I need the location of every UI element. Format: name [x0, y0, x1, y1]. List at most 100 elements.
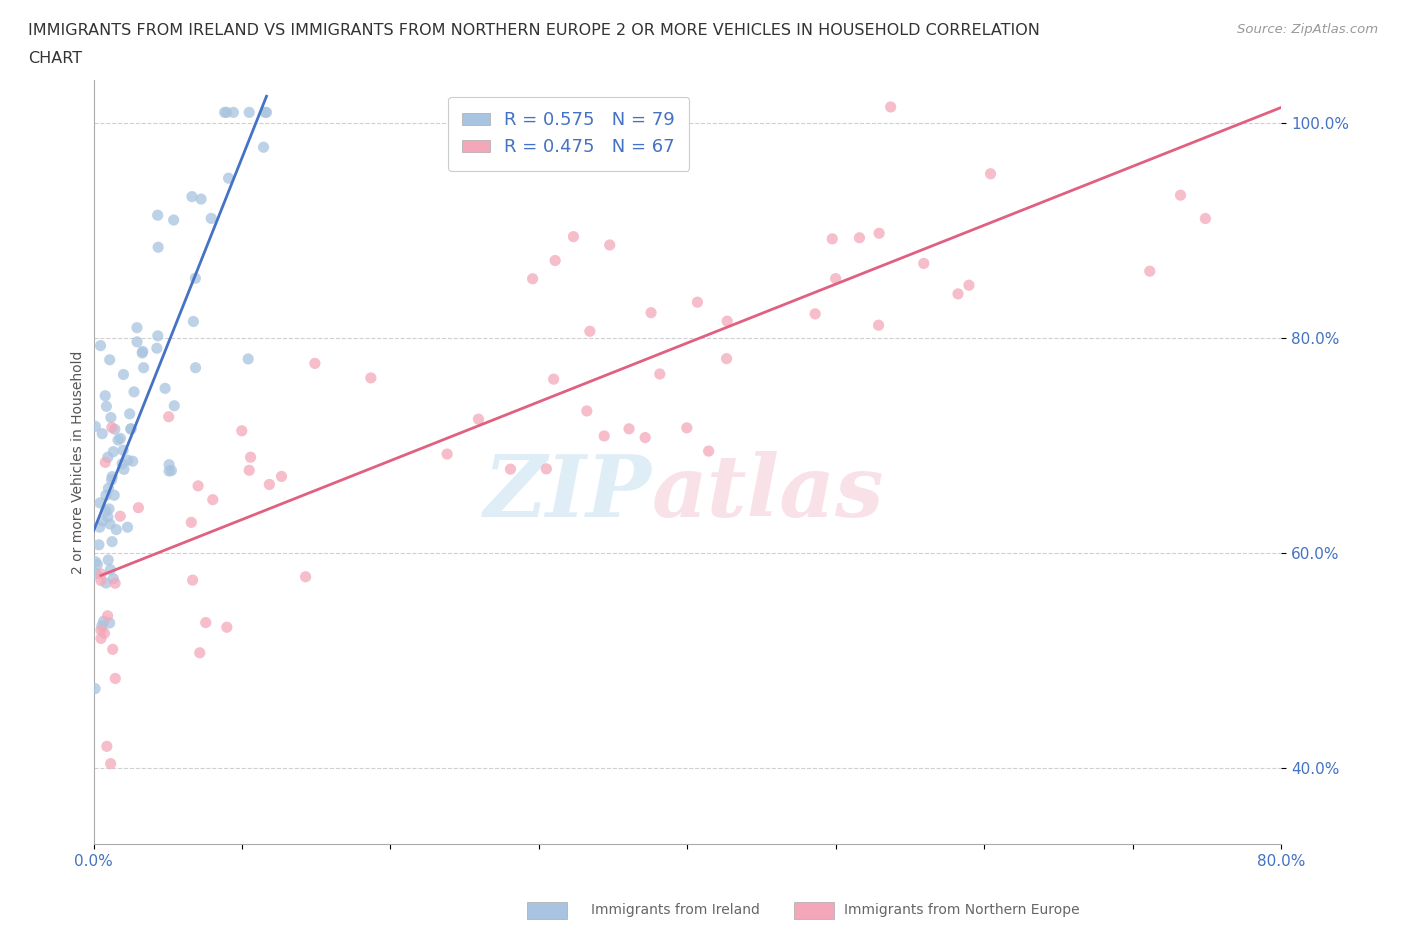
- Point: [90, 623, 112, 638]
- Point: [112, 462, 135, 477]
- Point: [125, 335, 148, 350]
- Point: [89, 520, 111, 535]
- Point: [238, 463, 260, 478]
- Point: [157, 409, 180, 424]
- Point: [120, 421, 142, 436]
- Point: [84, 418, 107, 433]
- Point: [101, 420, 124, 435]
- Point: [648, 366, 671, 381]
- Point: [93, 614, 115, 629]
- Text: ZIP: ZIP: [484, 451, 652, 534]
- Point: [980, 166, 1002, 181]
- Point: [184, 360, 207, 375]
- Point: [131, 346, 153, 361]
- Point: [90, 339, 112, 353]
- Point: [190, 192, 212, 206]
- Point: [1139, 264, 1161, 279]
- Point: [180, 515, 202, 530]
- Point: [868, 318, 890, 333]
- Point: [879, 100, 901, 114]
- Point: [214, 105, 236, 120]
- Point: [94, 487, 117, 502]
- Point: [188, 645, 211, 660]
- Point: [259, 477, 281, 492]
- Point: [360, 370, 382, 385]
- Point: [215, 619, 238, 634]
- Point: [640, 305, 662, 320]
- Point: [146, 240, 169, 255]
- Point: [112, 367, 135, 382]
- Point: [146, 328, 169, 343]
- Point: [620, 153, 643, 167]
- Point: [94, 576, 117, 591]
- Point: [716, 313, 738, 328]
- Point: [912, 256, 935, 271]
- Point: [97, 510, 120, 525]
- Point: [101, 470, 124, 485]
- Point: [117, 520, 139, 535]
- Point: [110, 509, 132, 524]
- Point: [98, 516, 121, 531]
- Point: [697, 444, 720, 458]
- Point: [97, 450, 120, 465]
- Text: Immigrants from Ireland: Immigrants from Ireland: [591, 902, 759, 917]
- Point: [104, 422, 127, 437]
- Point: [467, 412, 489, 427]
- Point: [599, 237, 621, 252]
- Point: [634, 431, 657, 445]
- Point: [163, 213, 186, 228]
- Point: [304, 356, 326, 371]
- Point: [270, 469, 292, 484]
- Point: [804, 306, 827, 321]
- Point: [294, 569, 316, 584]
- Point: [94, 504, 117, 519]
- Point: [146, 340, 169, 355]
- Point: [103, 571, 125, 586]
- Point: [90, 573, 112, 588]
- Point: [96, 399, 118, 414]
- Point: [122, 384, 145, 399]
- Point: [675, 420, 697, 435]
- Point: [100, 472, 122, 487]
- Point: [868, 226, 890, 241]
- Point: [125, 320, 148, 335]
- Point: [110, 431, 132, 445]
- Text: Source: ZipAtlas.com: Source: ZipAtlas.com: [1237, 23, 1378, 36]
- Point: [111, 457, 134, 472]
- Point: [436, 446, 458, 461]
- Point: [104, 576, 127, 591]
- Point: [96, 738, 118, 753]
- Point: [544, 253, 567, 268]
- Point: [104, 671, 127, 686]
- Point: [105, 522, 128, 537]
- Point: [181, 573, 204, 588]
- Point: [222, 105, 245, 120]
- Point: [107, 432, 129, 447]
- Point: [238, 105, 260, 120]
- Point: [239, 450, 262, 465]
- Point: [112, 443, 135, 458]
- Point: [160, 463, 183, 478]
- Point: [90, 631, 112, 645]
- Point: [543, 372, 565, 387]
- Legend: R = 0.575   N = 79, R = 0.475   N = 67: R = 0.575 N = 79, R = 0.475 N = 67: [449, 97, 689, 171]
- Point: [522, 272, 544, 286]
- Point: [97, 552, 120, 567]
- Text: Immigrants from Northern Europe: Immigrants from Northern Europe: [844, 902, 1080, 917]
- Point: [100, 756, 122, 771]
- Point: [118, 406, 141, 421]
- Point: [163, 398, 186, 413]
- Point: [103, 445, 125, 459]
- Point: [97, 481, 120, 496]
- Point: [1194, 211, 1216, 226]
- Y-axis label: 2 or more Vehicles in Household: 2 or more Vehicles in Household: [72, 351, 86, 574]
- Point: [94, 455, 117, 470]
- Point: [157, 458, 180, 472]
- Point: [200, 211, 222, 226]
- Point: [146, 207, 169, 222]
- Point: [252, 140, 274, 154]
- Point: [579, 324, 602, 339]
- Point: [254, 105, 277, 120]
- Point: [132, 360, 155, 375]
- Point: [93, 626, 115, 641]
